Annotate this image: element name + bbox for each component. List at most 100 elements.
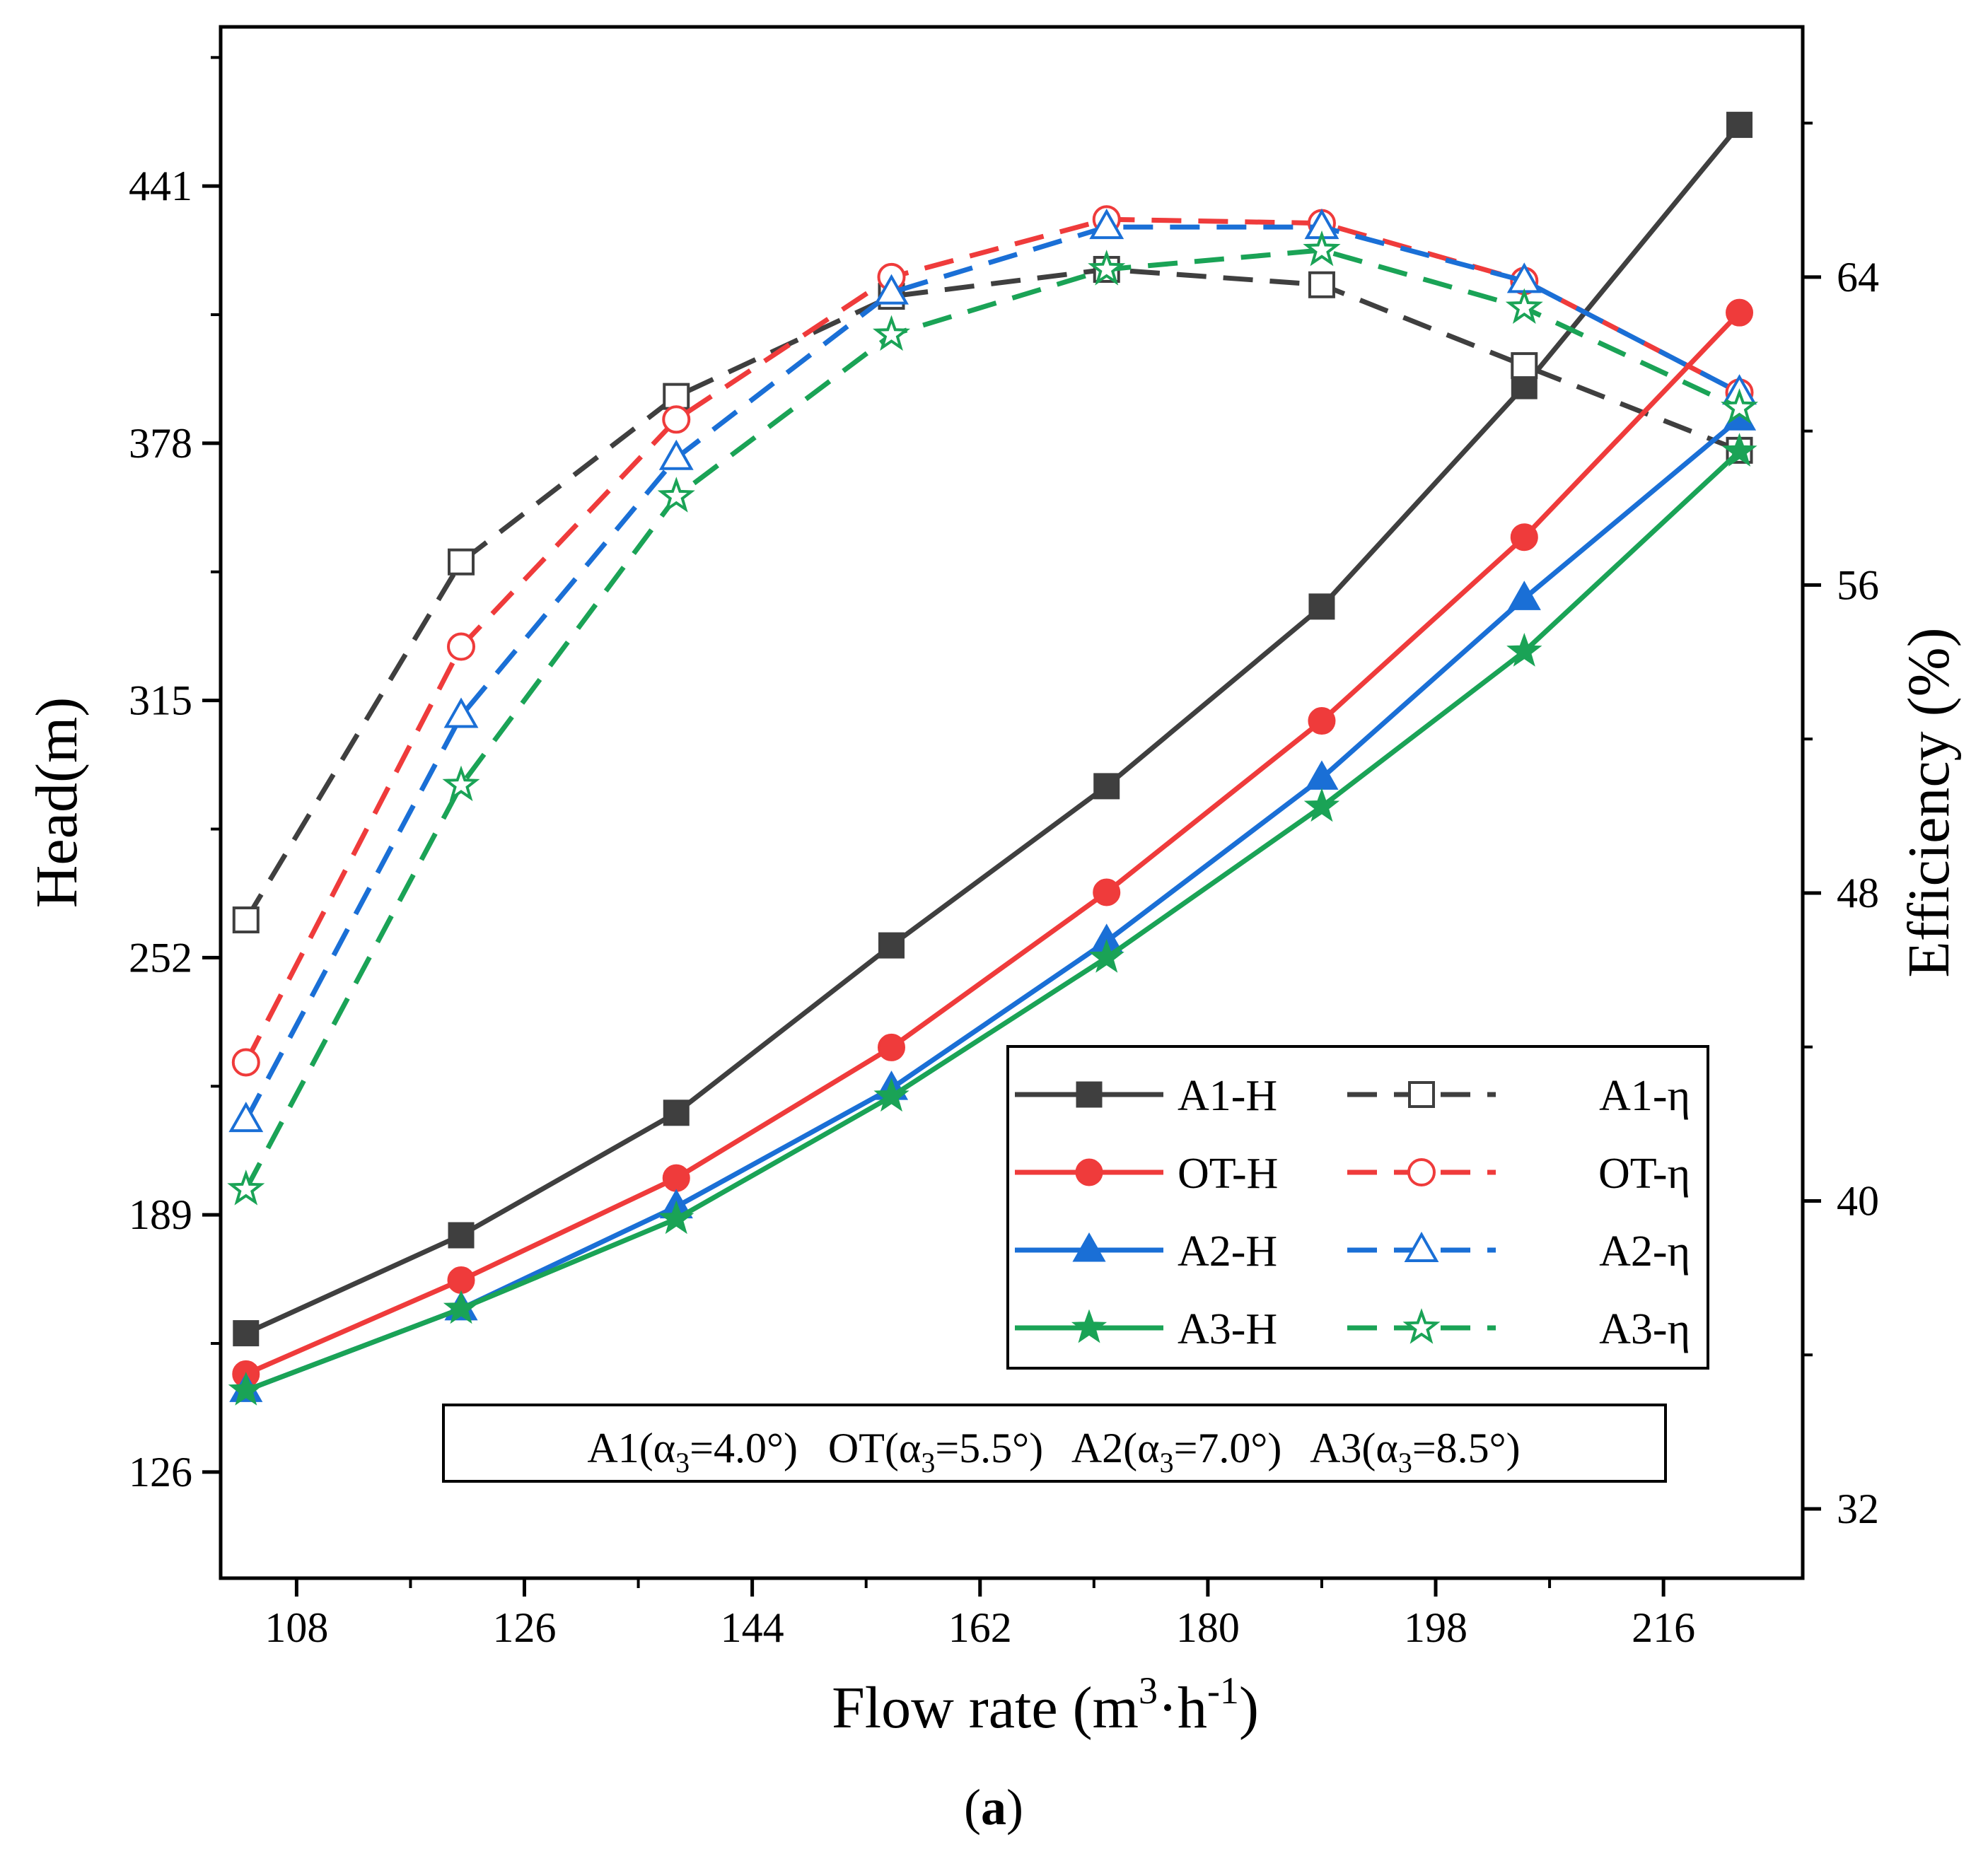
angle-note-box: A1(α3=4.0°) OT(α3=5.5°) A2(α3=7.0°) A3(α… [442,1404,1667,1483]
line-a3-h [245,449,1741,1393]
x-axis-title-end: ) [1239,1675,1259,1741]
point-ot-h [447,1266,475,1295]
point-ot-h [1093,878,1121,906]
figure-caption: (a) [964,1779,1023,1836]
point-a3-eta [1720,388,1758,424]
legend-label: A2-η [1599,1227,1690,1276]
legend-items: A1-H A1-η OT-H OT-η A2-H A2-η A3-H A3-η [1015,1072,1690,1353]
line-a3-eta [243,247,1740,1191]
angle-note-post: =8.5°) [1412,1425,1521,1471]
angle-note-pre: OT(α [818,1425,921,1471]
point-ot-h [1510,523,1538,552]
y-right-tick-label: 32 [1837,1486,1879,1532]
legend-item-a3-h: A3-H [1015,1305,1277,1353]
series-ot-h [232,298,1754,1388]
point-a1-h [1093,773,1120,800]
legend-marker [1407,1158,1436,1186]
legend-item-ot-h: OT-H [1015,1150,1278,1198]
point-a1-eta [1511,352,1538,380]
legend-label: A2-H [1178,1227,1277,1276]
angle-note-pre: A3(α [1301,1425,1397,1471]
point-ot-eta [662,405,691,434]
x-tick-label: 126 [493,1604,557,1651]
point-a3-eta [1303,230,1341,267]
series-a2-eta [228,209,1757,1133]
point-a3-eta [657,477,695,513]
line-a1-eta [243,267,1740,921]
point-a3-eta [1505,288,1543,325]
legend-frame [1006,1045,1709,1370]
angle-note-sub: 3 [921,1447,935,1478]
point-a3-h [1506,632,1542,667]
legend-marker [1404,1231,1439,1262]
point-a1-h [663,1099,690,1126]
point-a3-h [1303,788,1340,822]
y-right-tick-label: 64 [1837,254,1879,301]
legend-label: A1-H [1178,1072,1277,1120]
x-axis-title-mid: ·h [1158,1675,1207,1741]
point-a3-h [1721,433,1757,467]
caption-close-paren: ) [1006,1779,1023,1836]
series-a1-h [233,112,1753,1347]
angle-note-pre: A1(α [587,1425,675,1471]
caption-letter: a [981,1779,1006,1836]
angle-note-post: =4.0°) [690,1425,798,1471]
point-ot-eta [231,1048,260,1077]
legend-marker [1071,1309,1108,1343]
y-left-tick-label: 252 [129,934,192,981]
angle-note-sub: 3 [1398,1447,1412,1478]
axis-layer: 108 126 144 162 180 198 216 126 189 252 315 378 441 3… [129,56,1879,1651]
angle-note-sub: 3 [675,1447,690,1478]
y-left-tick-label: 441 [129,163,192,209]
x-axis-title-sup-minus-1: -1 [1207,1669,1239,1712]
point-a1-eta [663,383,690,410]
x-tick-label: 180 [1176,1604,1240,1651]
legend-item-a1-h: A1-H [1015,1072,1277,1120]
point-ot-h [877,1033,905,1061]
point-a1-eta [448,548,475,576]
legend-item-a2-h: A2-H [1015,1227,1277,1276]
line-a1-h [245,123,1742,1336]
point-a3-eta [872,315,911,351]
angle-note-pre: A2(α [1063,1425,1159,1471]
legend-marker [1075,1158,1103,1186]
x-axis-title: Flow rate (m3·h-1) [832,1669,1259,1741]
point-a3-h [443,1290,479,1324]
legend-marker [1408,1081,1435,1108]
legend-label: OT-H [1178,1150,1278,1198]
x-axis-title-sup-3: 3 [1139,1669,1158,1712]
angle-note-post: =7.0°) [1174,1425,1282,1471]
point-a2-eta [228,1102,264,1133]
point-a1-eta [232,906,260,934]
plot-frame [219,25,1805,1580]
x-tick-label: 198 [1404,1604,1467,1651]
legend-label: A3-H [1178,1305,1277,1353]
legend-marker [1072,1232,1106,1262]
point-a2-eta [1089,209,1124,240]
y-right-tick-label: 48 [1837,870,1879,916]
point-a3-eta [1088,250,1126,286]
x-tick-label: 216 [1632,1604,1695,1651]
point-ot-h [1726,298,1754,327]
point-a3-h [658,1200,694,1235]
angle-note-frame [442,1404,1667,1483]
point-ot-h [662,1164,690,1192]
point-a1-h [233,1320,260,1347]
point-a2-h [1507,581,1541,610]
point-a1-h [1308,593,1335,620]
y-right-tick-label: 40 [1837,1177,1879,1224]
x-tick-label: 144 [721,1604,784,1651]
y-left-tick-label: 126 [129,1449,192,1495]
y-left-tick-label: 189 [129,1191,192,1238]
angle-note-text: A1(α3=4.0°) OT(α3=5.5°) A2(α3=7.0°) A3(α… [587,1425,1520,1478]
legend-label: A1-η [1599,1072,1690,1120]
x-tick-label: 108 [265,1604,328,1651]
point-a1-h [1726,112,1753,139]
point-a1-eta [1308,271,1335,298]
legend-item-a3-eta: A3-η [1347,1305,1690,1353]
angle-note-sub: 3 [1160,1447,1174,1478]
series-a3-eta [227,230,1758,1206]
line-ot-h [245,310,1742,1377]
angle-note-post: =5.5°) [935,1425,1043,1471]
